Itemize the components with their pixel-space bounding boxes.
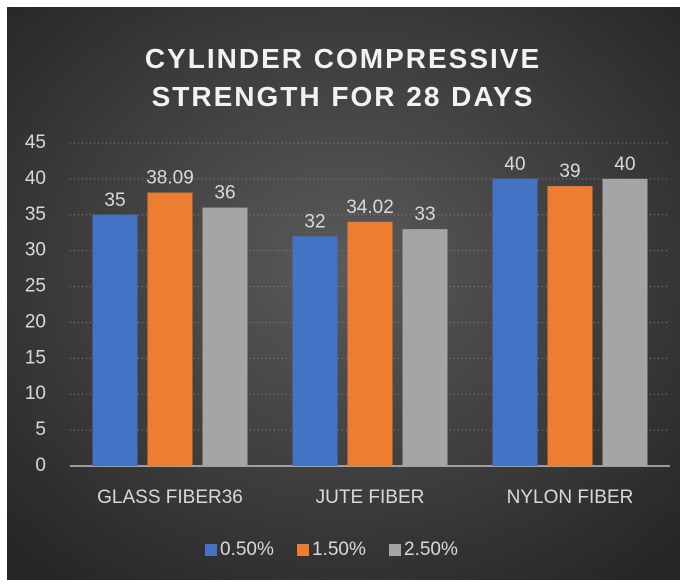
bar — [92, 214, 138, 466]
y-tick-label: 25 — [25, 276, 46, 297]
y-tick-label: 35 — [25, 204, 46, 225]
y-tick-label: 45 — [25, 132, 46, 153]
y-tick-label: 0 — [35, 455, 46, 476]
y-tick-label: 5 — [35, 419, 46, 440]
legend-swatch — [297, 544, 309, 556]
legend-label: 2.50% — [404, 539, 458, 560]
data-label: 40 — [504, 154, 525, 175]
y-tick-label: 30 — [25, 240, 46, 261]
y-tick-label: 10 — [25, 383, 46, 404]
bar — [492, 178, 538, 466]
bar — [202, 207, 248, 466]
x-tick-label: NYLON FIBER — [507, 487, 634, 508]
data-label: 36 — [214, 183, 235, 204]
bar — [402, 229, 448, 466]
data-label: 34.02 — [346, 197, 394, 218]
bar — [292, 236, 338, 466]
chart-title: CYLINDER COMPRESSIVE STRENGTH FOR 28 DAY… — [144, 43, 542, 112]
bar — [547, 186, 593, 467]
bar — [347, 221, 393, 466]
y-tick-label: 20 — [25, 311, 46, 332]
legend-swatch — [389, 544, 401, 556]
x-tick-label: JUTE FIBER — [316, 487, 425, 508]
legend-swatch — [205, 544, 217, 556]
bar — [147, 192, 193, 466]
data-label: 35 — [104, 190, 125, 211]
data-label: 32 — [304, 211, 325, 232]
data-label: 33 — [414, 204, 435, 225]
y-tick-label: 40 — [25, 168, 46, 189]
legend-label: 1.50% — [312, 539, 366, 560]
x-tick-label: GLASS FIBER36 — [97, 487, 243, 508]
y-tick-label: 15 — [25, 347, 46, 368]
data-label: 39 — [559, 161, 580, 182]
data-label: 40 — [614, 154, 635, 175]
legend-label: 0.50% — [220, 539, 274, 560]
data-label: 38.09 — [146, 168, 194, 189]
bar — [602, 178, 648, 466]
